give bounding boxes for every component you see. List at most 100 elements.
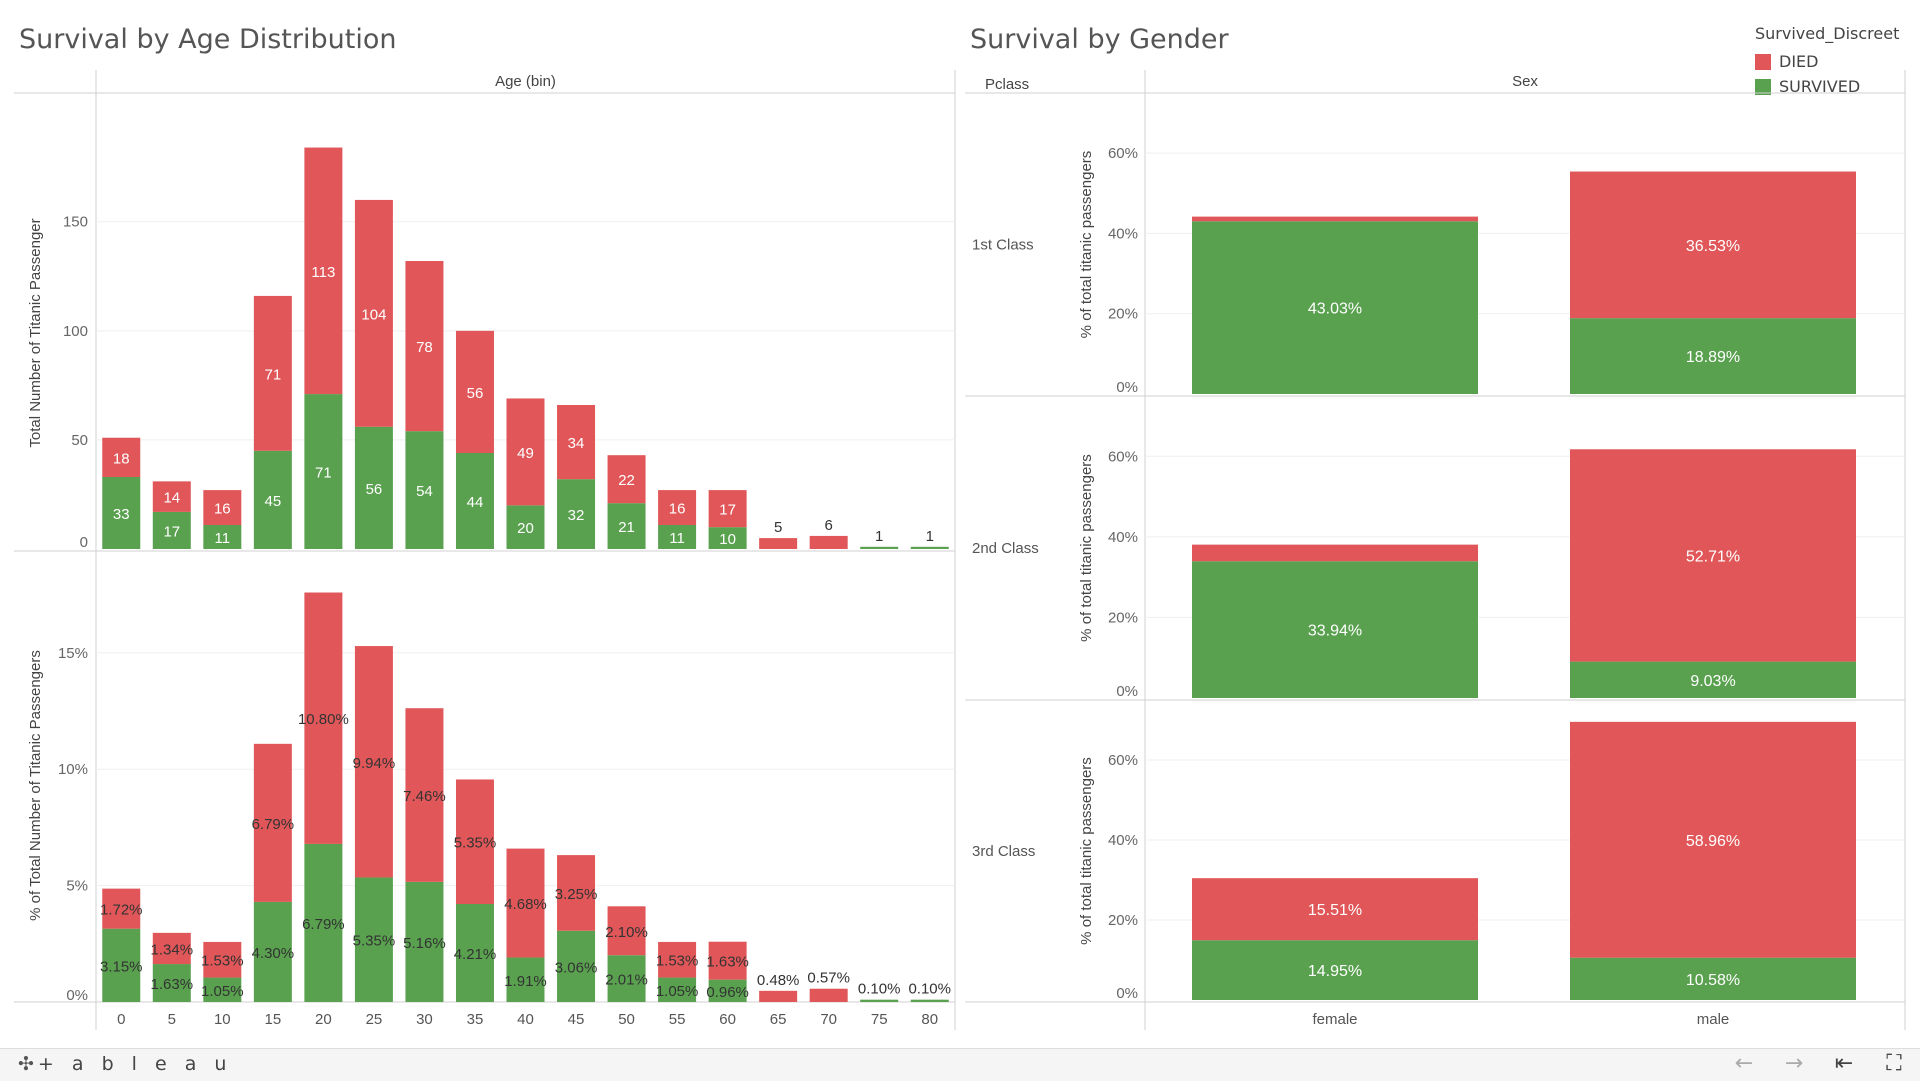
pct-bar-died [708,941,747,980]
legend-item-survived[interactable]: SURVIVED [1755,74,1899,99]
count-bar-died [203,490,242,525]
pct-bar-survived [304,843,343,1002]
count-label-died: 16 [669,501,686,518]
pct-bar-died [759,990,798,1002]
pct-bar-died [203,941,242,978]
count-label-survived: 11 [669,530,685,547]
count-label-survived: 11 [215,530,231,547]
count-label-survived: 10 [719,531,736,548]
count-bar-survived [557,479,596,549]
age-x-tick-label: 45 [568,1011,585,1028]
age-x-tick-label: 75 [871,1011,888,1028]
gender-bar-survived [1570,318,1856,394]
count-label-died: 17 [719,502,736,519]
redo-icon[interactable]: → [1784,1051,1804,1076]
gender-label-died: 58.96% [1686,833,1740,850]
pct-label-total: 0.48% [757,972,800,989]
age-x-tick-label: 60 [719,1011,736,1028]
gender-y-tick-label: 0% [1116,379,1138,396]
gender-y-tick-label: 0% [1116,985,1138,1002]
pct-label-survived: 0.96% [706,984,749,1001]
pct-bar-survived [152,964,191,1002]
count-bar-died [658,490,697,525]
pct-label-died: 1.63% [706,954,749,971]
sex-header: Sex [1512,73,1538,90]
tableau-toolbar: ✣ + a b l e a u ← → ⇤ ⛶ [0,1048,1920,1081]
pct-label-survived: 2.01% [605,972,648,989]
count-bar-died [708,490,747,528]
pct-bar-survived [203,977,242,1002]
pct-bar-died [354,646,393,878]
count-label-survived: 54 [416,483,433,500]
count-bar-survived [455,453,494,549]
pct-label-survived: 5.35% [353,933,396,950]
count-bar-died [759,538,798,549]
count-label-died: 14 [163,490,180,507]
count-label-died: 104 [361,306,386,323]
gender-y-tick-label: 20% [1108,609,1138,626]
gender-y-tick-label: 20% [1108,912,1138,929]
gender-y-axis-label: % of total titanic passengers [1078,151,1095,339]
count-y-tick-label: 150 [63,214,88,231]
pct-bar-survived [253,901,292,1002]
legend-item-died[interactable]: DIED [1755,49,1899,74]
count-bar-died [354,199,393,427]
count-bar-died [455,330,494,453]
tableau-brand: + a b l e a u [37,1053,233,1075]
pct-bar-survived [860,999,899,1002]
count-bar-died [304,147,343,395]
gender-y-tick-label: 60% [1108,752,1138,769]
legend[interactable]: Survived_Discreet DIED SURVIVED [1755,24,1899,99]
pct-bar-survived [102,928,141,1002]
pct-bar-died [253,743,292,902]
undo-icon[interactable]: ← [1734,1051,1754,1076]
age-x-tick-label: 35 [467,1011,484,1028]
gender-label-survived: 33.94% [1308,623,1362,640]
count-label-died: 18 [113,450,130,467]
gender-label-survived: 10.58% [1686,972,1740,989]
count-label-survived: 21 [618,519,635,536]
revert-icon[interactable]: ⇤ [1834,1051,1854,1076]
pct-label-died: 3.25% [555,886,598,903]
pct-label-survived: 1.05% [656,983,699,1000]
count-label-died: 16 [214,501,231,518]
legend-swatch-died [1755,53,1771,70]
gender-label-died: 36.53% [1686,238,1740,255]
legend-label-survived: SURVIVED [1779,77,1861,96]
age-x-tick-label: 65 [770,1011,787,1028]
count-y-tick-label: 50 [71,432,88,449]
count-bar-died [809,535,848,549]
pct-label-total: 0.10% [858,981,901,998]
pct-y-tick-label: 15% [58,645,88,662]
fullscreen-icon[interactable]: ⛶ [1886,1051,1902,1076]
gender-y-tick-label: 40% [1108,225,1138,242]
count-label-survived: 32 [568,507,585,524]
gender-label-survived: 43.03% [1308,301,1362,318]
pct-label-total: 0.57% [807,970,850,987]
count-bar-died [253,295,292,451]
count-label-died: 113 [311,264,335,281]
pclass-header: Pclass [985,76,1029,93]
count-label-died: 49 [517,445,534,462]
gender-bar-survived [1192,940,1478,1000]
dashboard: Survival by Age Distribution Survival by… [0,0,1920,1048]
gender-label-survived: 14.95% [1308,963,1362,980]
count-bar-died [557,405,596,480]
pct-bar-survived [557,930,596,1002]
count-label-total: 1 [926,528,934,545]
count-bar-died [405,261,444,432]
pct-bar-died [658,941,697,978]
pct-bar-survived [354,877,393,1002]
gender-bar-died [1570,449,1856,662]
count-y-tick-label: 0 [80,534,88,551]
count-label-survived: 56 [366,481,383,498]
gender-label-died: 52.71% [1686,548,1740,565]
pct-y-tick-label: 0% [66,987,88,1004]
pct-y-axis-label: % of Total Number of Titanic Passengers [27,650,44,921]
count-label-survived: 20 [517,520,534,537]
gender-bar-died [1570,171,1856,319]
pct-bar-survived [708,979,747,1002]
pct-label-died: 5.35% [454,835,497,852]
count-label-survived: 71 [315,465,332,482]
